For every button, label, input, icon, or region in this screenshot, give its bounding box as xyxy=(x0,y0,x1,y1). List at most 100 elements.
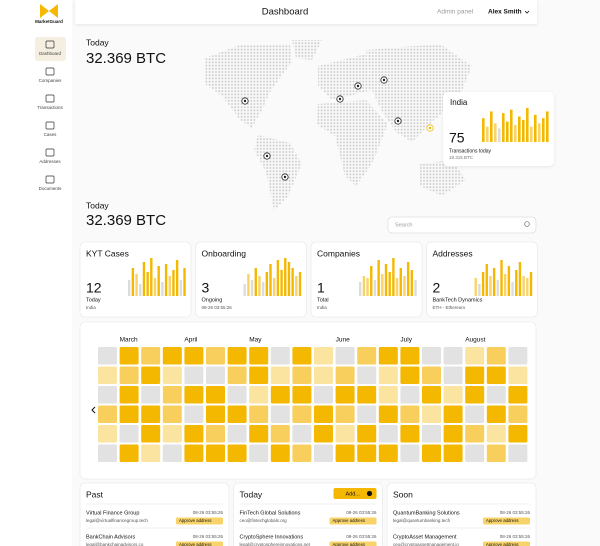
calendar-cell[interactable] xyxy=(162,347,182,365)
calendar-cell[interactable] xyxy=(443,444,463,463)
calendar-cell[interactable] xyxy=(141,366,161,385)
calendar-cell[interactable] xyxy=(141,444,161,463)
nav-item[interactable]: Companies xyxy=(39,78,63,83)
item-name[interactable]: FinTech Global Solutions xyxy=(240,510,301,516)
calendar-cell[interactable] xyxy=(98,444,117,463)
calendar-cell[interactable] xyxy=(119,386,139,404)
calendar-cell[interactable] xyxy=(357,386,377,404)
calendar-cell[interactable] xyxy=(119,405,139,424)
calendar-cell[interactable] xyxy=(335,366,355,385)
action-chip[interactable] xyxy=(483,541,530,546)
item-name[interactable]: CryptoAsset Management xyxy=(393,534,457,540)
calendar-prev[interactable] xyxy=(91,406,96,414)
calendar-cell[interactable] xyxy=(141,425,161,443)
add-button[interactable] xyxy=(333,488,377,499)
calendar-cell[interactable] xyxy=(270,347,290,365)
calendar-cell[interactable] xyxy=(422,444,441,463)
calendar-cell[interactable] xyxy=(422,405,441,424)
calendar-cell[interactable] xyxy=(162,444,182,463)
calendar-cell[interactable] xyxy=(206,347,225,365)
calendar-cell[interactable] xyxy=(206,405,225,424)
calendar-cell[interactable] xyxy=(486,444,506,463)
calendar-cell[interactable] xyxy=(443,347,463,365)
calendar-cell[interactable] xyxy=(270,425,290,443)
calendar-cell[interactable] xyxy=(508,366,528,385)
calendar-cell[interactable] xyxy=(292,366,312,385)
calendar-cell[interactable] xyxy=(465,444,485,463)
calendar-cell[interactable] xyxy=(98,347,117,365)
calendar-cell[interactable] xyxy=(465,405,485,424)
calendar-cell[interactable] xyxy=(508,347,528,365)
calendar-cell[interactable] xyxy=(314,444,333,463)
calendar-cell[interactable] xyxy=(357,366,377,385)
calendar-cell[interactable] xyxy=(270,444,290,463)
calendar-cell[interactable] xyxy=(314,386,333,404)
calendar-cell[interactable] xyxy=(443,425,463,443)
nav-item[interactable]: Cases xyxy=(44,132,58,137)
nav-icon[interactable] xyxy=(45,94,55,103)
calendar-cell[interactable] xyxy=(227,405,247,424)
calendar-cell[interactable] xyxy=(335,347,355,365)
calendar-cell[interactable] xyxy=(270,386,290,404)
nav-icon[interactable] xyxy=(45,148,55,157)
calendar-cell[interactable] xyxy=(357,444,377,463)
calendar-cell[interactable] xyxy=(119,347,139,365)
calendar-cell[interactable] xyxy=(486,425,506,443)
calendar-cell[interactable] xyxy=(249,405,269,424)
calendar-cell[interactable] xyxy=(119,366,139,385)
calendar-cell[interactable] xyxy=(314,405,333,424)
calendar-cell[interactable] xyxy=(443,386,463,404)
calendar-cell[interactable] xyxy=(508,425,528,443)
calendar-cell[interactable] xyxy=(400,425,420,443)
calendar-cell[interactable] xyxy=(465,347,485,365)
calendar-cell[interactable] xyxy=(486,347,506,365)
calendar-cell[interactable] xyxy=(486,405,506,424)
calendar-cell[interactable] xyxy=(465,386,485,404)
item-name[interactable]: Virtual Finance Group xyxy=(86,510,139,516)
calendar-cell[interactable] xyxy=(141,405,161,424)
calendar-cell[interactable] xyxy=(400,347,420,365)
action-chip[interactable] xyxy=(176,541,223,546)
calendar-cell[interactable] xyxy=(314,366,333,385)
calendar-cell[interactable] xyxy=(422,347,441,365)
calendar-cell[interactable] xyxy=(249,347,269,365)
admin-link[interactable]: Admin panel xyxy=(437,9,474,16)
calendar-cell[interactable] xyxy=(400,444,420,463)
calendar-cell[interactable] xyxy=(508,405,528,424)
calendar-cell[interactable] xyxy=(465,425,485,443)
calendar-cell[interactable] xyxy=(249,386,269,404)
calendar-cell[interactable] xyxy=(227,444,247,463)
item-name[interactable]: QuantumBanking Solutions xyxy=(393,510,460,516)
action-chip[interactable] xyxy=(176,517,223,525)
action-chip[interactable] xyxy=(483,517,530,525)
calendar-cell[interactable] xyxy=(249,444,269,463)
calendar-cell[interactable] xyxy=(292,425,312,443)
calendar-cell[interactable] xyxy=(270,405,290,424)
calendar-cell[interactable] xyxy=(227,386,247,404)
calendar-cell[interactable] xyxy=(400,386,420,404)
nav-icon[interactable] xyxy=(45,175,55,184)
calendar-cell[interactable] xyxy=(400,366,420,385)
user-menu[interactable]: Alex Smith xyxy=(488,9,522,16)
calendar-cell[interactable] xyxy=(227,366,247,385)
item-name[interactable]: CryptoSphere Innovations xyxy=(240,534,304,540)
calendar-cell[interactable] xyxy=(400,405,420,424)
calendar-cell[interactable] xyxy=(357,347,377,365)
calendar-cell[interactable] xyxy=(98,366,117,385)
calendar-cell[interactable] xyxy=(206,425,225,443)
nav-item[interactable]: Addresses xyxy=(39,159,61,164)
calendar-cell[interactable] xyxy=(184,444,204,463)
item-name[interactable]: BankChain Advisors xyxy=(86,534,135,540)
calendar-cell[interactable] xyxy=(508,444,528,463)
calendar-cell[interactable] xyxy=(206,444,225,463)
nav-icon[interactable] xyxy=(45,67,55,76)
calendar-cell[interactable] xyxy=(162,386,182,404)
calendar-cell[interactable] xyxy=(314,347,333,365)
action-chip[interactable] xyxy=(329,517,377,525)
calendar-cell[interactable] xyxy=(378,366,398,385)
nav-icon[interactable] xyxy=(45,40,55,49)
calendar-cell[interactable] xyxy=(422,425,441,443)
calendar-cell[interactable] xyxy=(119,444,139,463)
calendar-cell[interactable] xyxy=(486,386,506,404)
calendar-cell[interactable] xyxy=(422,366,441,385)
